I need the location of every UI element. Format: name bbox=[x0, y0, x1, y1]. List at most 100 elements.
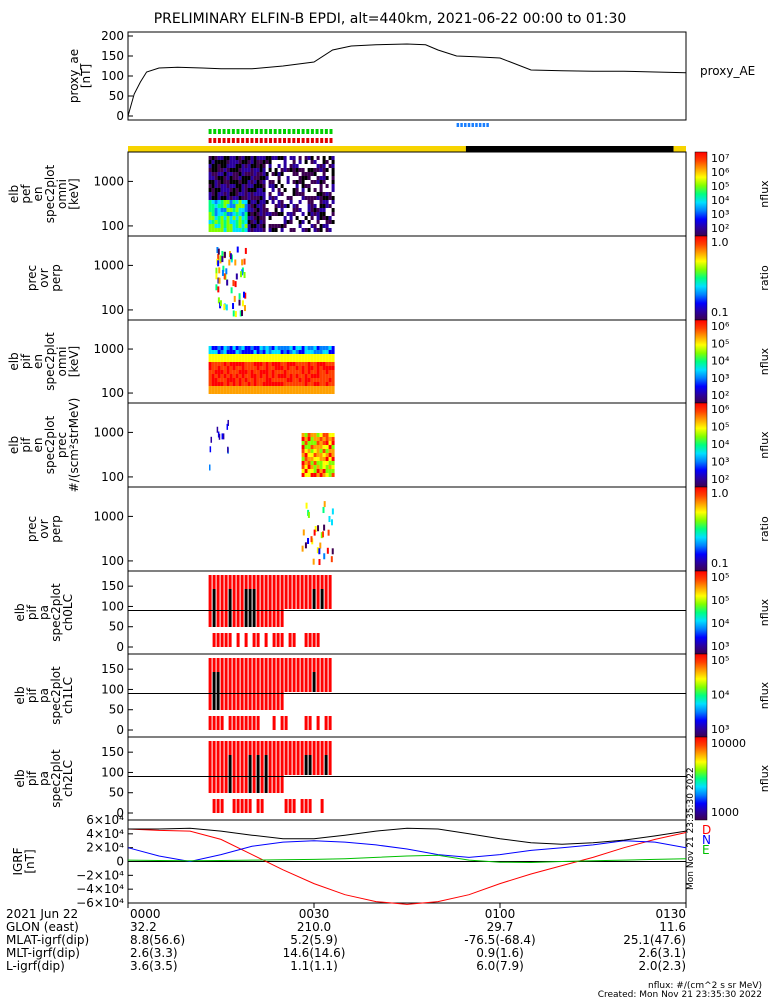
spectrogram-pixel bbox=[298, 358, 302, 362]
spectrogram-pixel bbox=[239, 271, 242, 278]
colorbar-tick-label: 10⁴ bbox=[711, 689, 730, 702]
spectrogram-pixel bbox=[277, 370, 281, 374]
spectrogram-pixel bbox=[298, 192, 302, 196]
spectrogram-pixel bbox=[325, 196, 329, 200]
spectrogram-pixel bbox=[307, 362, 311, 366]
spectrogram-pixel bbox=[214, 188, 218, 192]
spectrogram-pixel bbox=[235, 358, 239, 362]
spectrogram-pixel bbox=[325, 358, 329, 362]
spectrogram-pixel bbox=[301, 220, 305, 224]
spectrogram-pixel bbox=[298, 346, 302, 350]
spectrogram-pixel bbox=[240, 799, 244, 813]
spectrogram-pixel bbox=[214, 346, 218, 350]
y-tick-label: −2×10⁴ bbox=[76, 868, 124, 882]
spectrogram-pixel bbox=[253, 216, 257, 220]
spectrogram-pixel bbox=[307, 453, 311, 457]
spectrogram-pixel bbox=[226, 386, 230, 390]
spectrogram-pixel bbox=[304, 741, 308, 755]
spectrogram-pixel bbox=[331, 184, 335, 188]
spectrogram-pixel bbox=[217, 346, 221, 350]
spectrogram-pixel bbox=[244, 200, 248, 204]
spectrogram-pixel bbox=[235, 374, 239, 378]
spectrogram-pixel bbox=[308, 633, 312, 647]
spectrogram-pixel bbox=[310, 433, 314, 437]
spectrogram-pixel bbox=[288, 755, 292, 775]
red-marker bbox=[329, 138, 333, 143]
spectrogram-pixel bbox=[280, 672, 284, 710]
spectrogram-pixel bbox=[301, 184, 305, 188]
spectrogram-pixel bbox=[292, 164, 296, 168]
spectrogram-pixel bbox=[280, 362, 284, 366]
spectrogram-pixel bbox=[211, 366, 215, 370]
spectrogram-pixel bbox=[228, 259, 231, 266]
igrf-series-total bbox=[128, 827, 687, 845]
spectrogram-pixel bbox=[289, 168, 293, 172]
spectrogram-pixel bbox=[226, 390, 230, 394]
spectrogram-pixel bbox=[319, 461, 323, 465]
spectrogram-pixel bbox=[318, 559, 321, 566]
spectrogram-pixel bbox=[241, 208, 245, 212]
spectrogram-pixel bbox=[301, 370, 305, 374]
legend-item: E bbox=[702, 843, 710, 857]
spectrogram-pixel bbox=[208, 386, 212, 390]
red-marker bbox=[320, 138, 324, 143]
green-marker bbox=[324, 129, 328, 134]
spectrogram-pixel bbox=[224, 633, 228, 647]
spectrogram-pixel bbox=[295, 386, 299, 390]
spectrogram-pixel bbox=[253, 358, 257, 362]
y-tick-label: 50 bbox=[109, 620, 124, 634]
spectrogram-pixel bbox=[280, 633, 284, 647]
y-tick-label: 1000 bbox=[93, 509, 124, 523]
spectrogram-pixel bbox=[320, 589, 324, 609]
spectrogram-pixel bbox=[208, 208, 212, 212]
spectrogram-pixel bbox=[241, 180, 245, 184]
green-marker bbox=[241, 129, 245, 134]
spectrogram-pixel bbox=[214, 192, 218, 196]
spectrogram-pixel bbox=[277, 200, 281, 204]
spectrogram-pixel bbox=[238, 366, 242, 370]
spectrogram-pixel bbox=[241, 172, 245, 176]
spectrogram-pixel bbox=[253, 164, 257, 168]
spectrogram-pixel bbox=[277, 386, 281, 390]
spectrogram-pixel bbox=[248, 589, 252, 627]
spectrogram-pixel bbox=[286, 386, 290, 390]
spectrogram-pixel bbox=[295, 382, 299, 386]
spectrogram-pixel bbox=[289, 370, 293, 374]
spectrogram-pixel bbox=[331, 378, 335, 382]
spectrogram-pixel bbox=[277, 164, 281, 168]
spectrogram-pixel bbox=[211, 180, 215, 184]
y-axis-label: spec2plot bbox=[49, 666, 63, 725]
spectrogram-pixel bbox=[259, 172, 263, 176]
spectrogram-pixel bbox=[214, 358, 218, 362]
spectrogram-pixel bbox=[232, 228, 236, 232]
spectrogram-pixel bbox=[331, 370, 335, 374]
spectrogram-pixel bbox=[319, 542, 322, 549]
spectrogram-pixel bbox=[268, 228, 272, 232]
spectrogram-pixel bbox=[316, 473, 320, 477]
spectrogram-pixel bbox=[229, 224, 233, 228]
spectrogram-pixel bbox=[316, 216, 320, 220]
spectrogram-pixel bbox=[217, 172, 221, 176]
spectrogram-pixel bbox=[223, 386, 227, 390]
spectrogram-pixel bbox=[259, 382, 263, 386]
spectrogram-pixel bbox=[247, 176, 251, 180]
spectrogram-pixel bbox=[208, 390, 212, 394]
spectrogram-pixel bbox=[308, 799, 312, 813]
spectrogram-pixel bbox=[217, 228, 221, 232]
spectrogram-pixel bbox=[229, 350, 233, 354]
spectrogram-pixel bbox=[223, 200, 227, 204]
y-tick-label: 1000 bbox=[93, 425, 124, 439]
spectrogram-pixel bbox=[286, 212, 290, 216]
spectrogram-pixel bbox=[325, 378, 329, 382]
spectrogram-pixel bbox=[232, 358, 236, 362]
spectrogram-pixel bbox=[322, 168, 326, 172]
spectrogram-pixel bbox=[238, 374, 242, 378]
spectrogram-pixel bbox=[256, 386, 260, 390]
spectrogram-pixel bbox=[301, 386, 305, 390]
spectrogram-pixel bbox=[256, 362, 260, 366]
spectrogram-pixel bbox=[250, 192, 254, 196]
spectrogram-pixel bbox=[313, 196, 317, 200]
y-axis-label: IGRF bbox=[11, 847, 25, 875]
spectrogram-pixel bbox=[331, 180, 335, 184]
spectrogram-pixel bbox=[280, 755, 284, 793]
